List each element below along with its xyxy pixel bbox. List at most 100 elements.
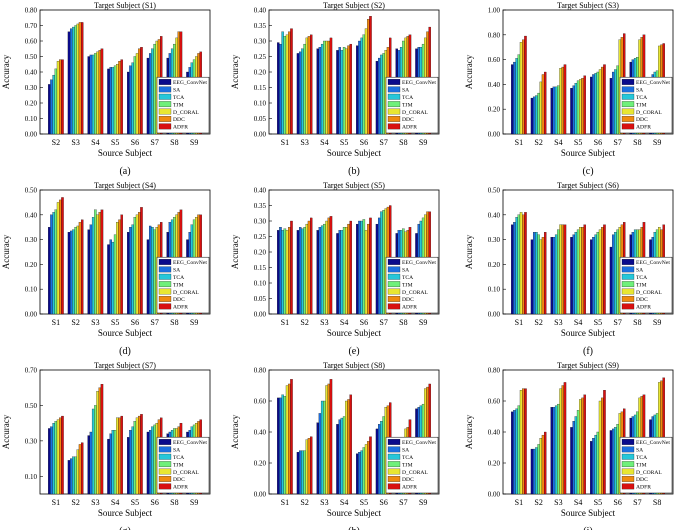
chart-5-bar [530,239,534,315]
chart-5-bar [570,236,573,315]
chart-6-ytick-label: 0.10 [25,473,38,481]
chart-6-bar [118,417,121,495]
chart-6-legend-label: ADFR [173,485,188,491]
chart-6-bar [135,417,139,495]
chart-5-xtick-label: S3 [554,318,562,327]
chart-4-bar [358,220,361,315]
chart-1-legend-label: SA [402,88,409,94]
chart-2-bar [596,71,600,135]
chart-8-bar [583,394,586,495]
chart-4-bar [369,217,372,315]
chart-6-legend-label: TCA [173,455,184,461]
chart-8-legend-swatch [621,461,635,468]
chart-2-bar [519,42,523,135]
chart-3-legend-label: DDC [173,297,185,303]
chart-4-bar [360,220,363,315]
chart-2-bar [614,69,617,135]
chart-5-bar [574,232,578,315]
chart-6-legend-label: SA [173,448,180,454]
chart-5-axes-frame [502,189,674,315]
chart-1-bar [323,40,326,135]
chart-7-xtick-label: S6 [379,498,387,507]
chart-6-bar [96,391,99,495]
chart-1-xtick-label: S1 [281,138,289,147]
chart-6-bar [113,430,117,495]
chart-4-bar [362,219,366,315]
chart-4-bar [303,227,306,315]
chart-3-panel-label: (d) [119,346,131,357]
chart-4-bar [338,230,341,315]
chart-8-bar [581,397,584,495]
chart-1-ytick-label: 0.25 [254,53,267,61]
chart-4-legend-swatch [387,266,401,273]
chart-2-legend-label: D_CORAL [636,110,662,116]
chart-0-ytick-label: 0.30 [25,84,38,92]
chart-0-xtick-label: S4 [91,138,99,147]
chart-8-xtick-label: S8 [653,498,661,507]
chart-0-ytick-label: 0.70 [25,22,38,30]
chart-1-panel-label: (b) [348,166,360,177]
chart-8-legend-label: SA [636,448,643,454]
chart-0-bar [131,62,134,135]
chart-3-bar [61,197,64,315]
chart-4-legend-swatch [387,281,401,288]
chart-7-legend-swatch [387,468,401,475]
chart-2-bar [592,74,595,135]
chart-7-bar [301,450,304,495]
chart-0-ytick-label: 0.40 [25,69,38,77]
chart-4-legend-label: D_CORAL [402,290,428,296]
chart-4-ytick-label: 0.15 [254,264,267,272]
chart-0-legend-swatch [158,101,172,108]
chart-0-bar [81,22,84,135]
chart-2-xlabel: Source Subject [561,148,616,158]
chart-0-xtick-label: S7 [150,138,158,147]
chart-panel-i: Target Subject (S9) 0.00 0.20 0.40 0.60 0.80 A… [464,361,674,530]
chart-2-bar [576,80,580,135]
chart-3-bar [109,239,112,315]
chart-2-bar [522,39,525,135]
chart-3-xtick-label: S9 [190,318,198,327]
chart-3-bar [91,217,95,315]
chart-8-legend-label: ADFR [636,485,651,491]
chart-4-bar [288,227,291,315]
chart-7-bar [285,385,289,495]
chart-1-ytick-label: 0.10 [254,100,267,108]
chart-8-ytick-label: 0.60 [488,398,501,406]
chart-8-bar [550,407,553,495]
chart-2-ytick-label: 0.60 [488,56,501,64]
chart-7-ytick-label: 0.20 [254,460,267,468]
chart-5-legend-label: TJM [636,282,647,288]
chart-4-bar [285,230,289,315]
chart-3-bar [153,229,156,315]
chart-1-bar [340,50,344,135]
chart-3-bar [100,209,104,315]
chart-0-bar [54,68,58,135]
chart-2-ytick-label: 0.20 [488,106,501,114]
chart-4-legend-swatch [387,259,401,265]
chart-0-bar [56,61,60,135]
chart-8-xtick-label: S7 [633,498,641,507]
chart-1-bar [358,40,361,135]
chart-3-bar [116,222,119,315]
chart-2-bar [579,79,582,135]
chart-1-bar [316,48,319,135]
chart-4-ytick-label: 0.05 [254,295,267,303]
chart-7-bar [325,385,328,495]
chart-6-bar [50,426,53,495]
chart-3-legend-swatch [158,259,172,265]
chart-8-ylabel: Accuracy [464,414,474,449]
chart-0-bar [50,79,53,135]
chart-3-legend-swatch [158,288,172,295]
chart-2-bar [574,83,578,135]
chart-1-bar [356,45,359,135]
chart-4-bar [325,220,328,315]
chart-1-bar [281,31,284,135]
chart-2-ytick-label: 0.00 [488,131,501,139]
chart-0-xtick-label: S5 [111,138,119,147]
chart-2-bar [552,86,556,135]
chart-3-bar [50,214,53,315]
chart-7-bar [349,394,352,495]
chart-1-legend-label: TCA [402,95,413,101]
chart-8-panel-label: (i) [583,526,592,530]
chart-0-bar [151,48,154,135]
